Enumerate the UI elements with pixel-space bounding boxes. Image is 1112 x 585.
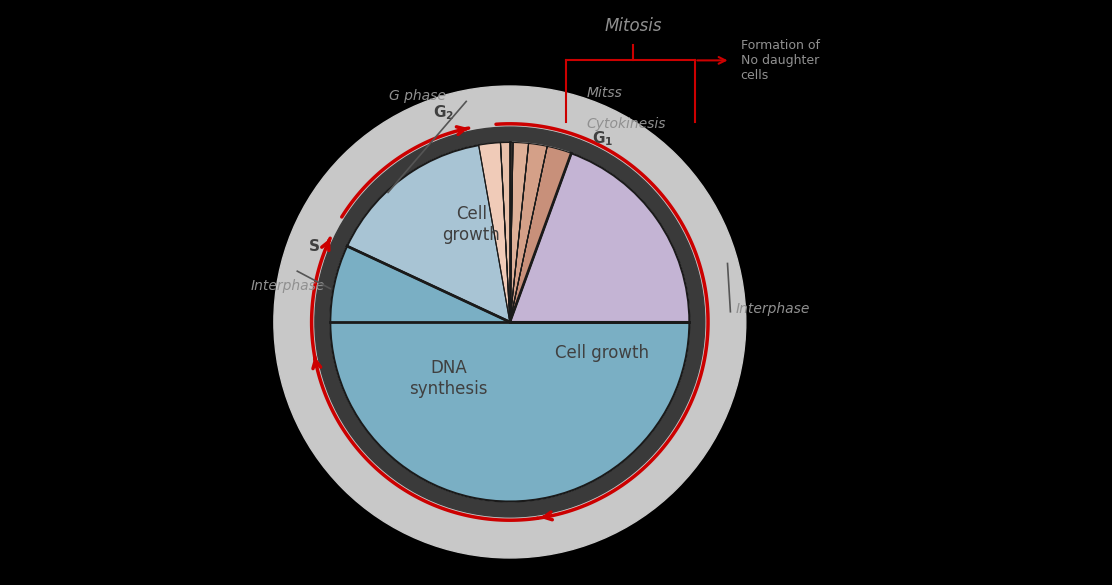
Wedge shape <box>478 143 509 322</box>
Text: Cell growth: Cell growth <box>555 344 649 362</box>
Wedge shape <box>509 146 572 322</box>
Text: Cytokinesis: Cytokinesis <box>587 117 666 131</box>
Text: $\mathbf{S}$: $\mathbf{S}$ <box>308 238 320 254</box>
Text: Cell
growth: Cell growth <box>443 205 500 244</box>
Circle shape <box>330 143 689 501</box>
Wedge shape <box>347 143 509 322</box>
Wedge shape <box>330 246 689 501</box>
Wedge shape <box>500 143 513 322</box>
Wedge shape <box>509 143 528 322</box>
Text: Interphase: Interphase <box>735 302 810 316</box>
Circle shape <box>274 86 746 558</box>
Text: G phase: G phase <box>389 90 446 104</box>
Wedge shape <box>509 143 547 322</box>
Wedge shape <box>509 153 689 322</box>
Text: DNA
synthesis: DNA synthesis <box>409 359 487 398</box>
Circle shape <box>315 127 705 517</box>
Text: Formation of
No daughter
cells: Formation of No daughter cells <box>741 39 820 82</box>
Text: $\mathbf{G_2}$: $\mathbf{G_2}$ <box>434 104 455 122</box>
Text: Interphase: Interphase <box>251 279 325 293</box>
Text: Mitss: Mitss <box>587 86 623 100</box>
Text: $\mathbf{G_1}$: $\mathbf{G_1}$ <box>592 129 613 148</box>
Text: Mitosis: Mitosis <box>604 17 662 35</box>
